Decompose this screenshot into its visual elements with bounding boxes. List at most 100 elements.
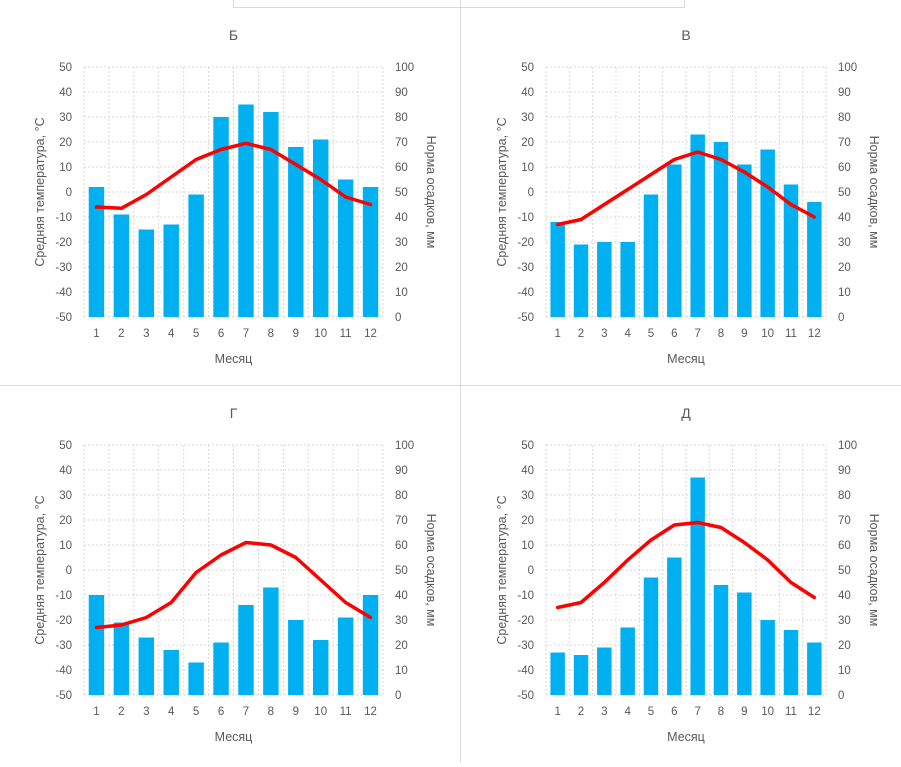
bar bbox=[263, 588, 278, 696]
bar bbox=[714, 585, 728, 695]
x-tick-label: 2 bbox=[118, 706, 124, 718]
bar bbox=[550, 222, 564, 317]
x-tick-label: 11 bbox=[785, 328, 797, 340]
right-tick-label: 90 bbox=[395, 87, 408, 99]
left-tick-label: 0 bbox=[528, 565, 534, 577]
right-tick-label: 70 bbox=[395, 515, 408, 527]
left-tick-label: 40 bbox=[521, 465, 534, 477]
left-axis-title: Средняя температура, °С bbox=[33, 117, 47, 266]
left-tick-label: -30 bbox=[517, 262, 534, 274]
right-tick-label: 100 bbox=[838, 62, 857, 74]
bar bbox=[737, 593, 751, 696]
right-tick-label: 20 bbox=[395, 262, 408, 274]
x-tick-label: 2 bbox=[118, 328, 124, 340]
right-tick-label: 0 bbox=[395, 690, 401, 702]
bar bbox=[89, 595, 104, 695]
x-tick-label: 10 bbox=[761, 328, 774, 340]
x-tick-label: 10 bbox=[761, 706, 774, 718]
bar bbox=[690, 478, 704, 696]
right-tick-label: 30 bbox=[838, 615, 851, 627]
right-tick-label: 40 bbox=[395, 590, 408, 602]
left-tick-label: 20 bbox=[521, 137, 534, 149]
left-tick-label: -20 bbox=[55, 237, 72, 249]
x-tick-label: 7 bbox=[694, 706, 700, 718]
bar bbox=[139, 230, 154, 318]
bar bbox=[238, 105, 253, 318]
right-tick-label: 30 bbox=[838, 237, 851, 249]
left-tick-label: 50 bbox=[59, 440, 72, 452]
vertical-divider bbox=[460, 0, 461, 762]
right-tick-label: 80 bbox=[838, 112, 851, 124]
bar bbox=[114, 215, 129, 318]
left-tick-label: 10 bbox=[521, 162, 534, 174]
right-tick-label: 0 bbox=[838, 312, 844, 324]
right-axis-title: Норма осадков, мм bbox=[867, 136, 881, 249]
bar bbox=[667, 165, 681, 318]
right-tick-label: 100 bbox=[395, 440, 414, 452]
left-tick-label: -20 bbox=[55, 615, 72, 627]
left-tick-label: 30 bbox=[521, 112, 534, 124]
right-tick-label: 50 bbox=[395, 187, 408, 199]
bar bbox=[644, 195, 658, 318]
bar bbox=[238, 605, 253, 695]
left-tick-label: -50 bbox=[517, 312, 534, 324]
left-tick-label: 40 bbox=[521, 87, 534, 99]
x-tick-label: 10 bbox=[314, 328, 327, 340]
bar bbox=[784, 630, 798, 695]
right-tick-label: 90 bbox=[838, 87, 851, 99]
bar bbox=[288, 147, 303, 317]
bar bbox=[313, 140, 328, 318]
chart-title: Д bbox=[681, 405, 691, 421]
right-tick-label: 70 bbox=[838, 515, 851, 527]
x-tick-label: 6 bbox=[671, 328, 677, 340]
right-tick-label: 60 bbox=[395, 540, 408, 552]
right-tick-label: 10 bbox=[838, 665, 851, 677]
right-tick-label: 40 bbox=[395, 212, 408, 224]
bar bbox=[338, 618, 353, 696]
x-tick-label: 1 bbox=[93, 328, 99, 340]
x-tick-label: 3 bbox=[143, 706, 149, 718]
x-tick-label: 4 bbox=[624, 706, 631, 718]
left-axis-title: Средняя температура, °С bbox=[495, 117, 509, 266]
x-tick-label: 8 bbox=[268, 706, 274, 718]
right-tick-label: 100 bbox=[395, 62, 414, 74]
x-tick-label: 6 bbox=[671, 706, 677, 718]
left-tick-label: -10 bbox=[55, 590, 72, 602]
right-tick-label: 30 bbox=[395, 237, 408, 249]
left-tick-label: -10 bbox=[517, 212, 534, 224]
bar bbox=[288, 620, 303, 695]
right-tick-label: 70 bbox=[838, 137, 851, 149]
x-tick-label: 3 bbox=[143, 328, 149, 340]
bar bbox=[644, 578, 658, 696]
bar bbox=[807, 643, 821, 696]
right-tick-label: 10 bbox=[395, 287, 408, 299]
left-tick-label: -40 bbox=[55, 287, 72, 299]
bar bbox=[188, 195, 203, 318]
bar bbox=[363, 595, 378, 695]
x-tick-label: 10 bbox=[314, 706, 327, 718]
right-tick-label: 30 bbox=[395, 615, 408, 627]
right-axis-title: Норма осадков, мм bbox=[424, 136, 438, 249]
bar bbox=[263, 112, 278, 317]
x-tick-label: 9 bbox=[741, 706, 747, 718]
x-tick-label: 8 bbox=[718, 328, 724, 340]
bar bbox=[163, 650, 178, 695]
x-tick-label: 4 bbox=[624, 328, 631, 340]
right-tick-label: 40 bbox=[838, 212, 851, 224]
left-tick-label: 40 bbox=[59, 465, 72, 477]
left-tick-label: 30 bbox=[521, 490, 534, 502]
x-tick-label: 5 bbox=[648, 706, 654, 718]
right-tick-label: 10 bbox=[395, 665, 408, 677]
right-tick-label: 80 bbox=[395, 112, 408, 124]
chart-title: Б bbox=[229, 27, 238, 43]
right-tick-label: 100 bbox=[838, 440, 857, 452]
bar bbox=[760, 150, 774, 318]
chart-title: В bbox=[681, 27, 690, 43]
bar bbox=[667, 558, 681, 696]
left-tick-label: -50 bbox=[55, 312, 72, 324]
left-tick-label: -40 bbox=[55, 665, 72, 677]
